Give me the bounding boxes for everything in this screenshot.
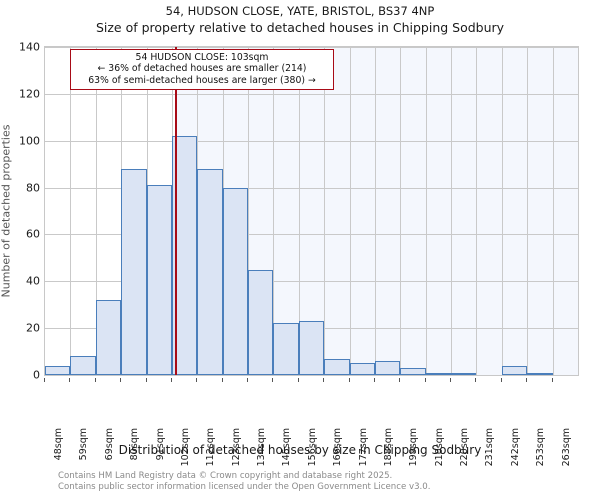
- y-tick-20: 20: [26, 321, 40, 335]
- x-tickmark-156sqm: [298, 378, 299, 382]
- x-tickmark-145sqm: [272, 378, 273, 382]
- gridline-h-140: [45, 47, 578, 48]
- page-title: 54, HUDSON CLOSE, YATE, BRISTOL, BS37 4N…: [165, 4, 435, 18]
- x-tickmark-253sqm: [526, 378, 527, 382]
- x-tickmark-80sqm: [120, 378, 121, 382]
- chart-title-block: 54, HUDSON CLOSE, YATE, BRISTOL, BS37 4N…: [0, 4, 600, 36]
- gridline-v-16: [451, 47, 452, 375]
- x-tickmark-210sqm: [425, 378, 426, 382]
- gridline-v-1: [70, 47, 71, 375]
- footer-line-1: Contains HM Land Registry data © Crown c…: [58, 471, 393, 481]
- x-tickmark-112sqm: [196, 378, 197, 382]
- x-tickmark-48sqm: [44, 378, 45, 382]
- gridline-h-40: [45, 281, 578, 283]
- gridline-v-18: [502, 47, 503, 375]
- gridline-v-19: [527, 47, 528, 375]
- annotation-line-2: ← 36% of detached houses are smaller (21…: [97, 63, 307, 75]
- y-axis-tick-labels: 0 20 40 60 80 100 120 140: [0, 41, 40, 382]
- x-tickmark-91sqm: [146, 378, 147, 382]
- x-tickmark-69sqm: [95, 378, 96, 382]
- gridline-v-11: [324, 47, 325, 375]
- x-tickmark-102sqm: [171, 378, 172, 382]
- bar-91sqm: [146, 185, 172, 375]
- bar-112sqm: [197, 168, 223, 375]
- x-tickmark-166sqm: [323, 378, 324, 382]
- y-tick-80: 80: [26, 181, 40, 195]
- gridline-v-8: [248, 47, 249, 375]
- subject-property-marker-line: [174, 47, 177, 375]
- gridline-v-14: [400, 47, 401, 375]
- gridline-h-120: [45, 93, 578, 95]
- y-tick-120: 120: [19, 87, 40, 101]
- gridline-v-17: [476, 47, 477, 375]
- histogram-bars: [45, 47, 578, 375]
- gridline-v-13: [375, 47, 376, 375]
- x-tickmark-177sqm: [349, 378, 350, 382]
- bar-253sqm: [527, 372, 553, 375]
- gridline-h-60: [45, 234, 578, 236]
- bar-48sqm: [45, 365, 71, 375]
- gridline-v-9: [273, 47, 274, 375]
- bar-156sqm: [298, 321, 325, 375]
- y-tick-60: 60: [26, 227, 40, 241]
- y-tick-0: 0: [33, 368, 40, 382]
- bar-123sqm: [222, 187, 249, 375]
- bar-199sqm: [400, 367, 426, 375]
- bar-220sqm: [451, 372, 477, 375]
- y-tick-140: 140: [19, 40, 40, 54]
- x-tickmark-188sqm: [374, 378, 375, 382]
- gridline-v-20: [553, 47, 554, 375]
- x-axis-tick-labels: 48sqm 59sqm 69sqm 80sqm 91sqm 102sqm 112sqm 123…: [44, 378, 579, 466]
- annotation-line-1: 54 HUDSON CLOSE: 103sqm: [135, 52, 269, 63]
- x-tickmark-263sqm: [552, 378, 553, 382]
- x-tickmark-231sqm: [475, 378, 476, 382]
- bar-242sqm: [501, 365, 528, 375]
- x-tickmark-123sqm: [222, 378, 223, 382]
- y-tick-40: 40: [26, 274, 40, 288]
- x-tickmark-242sqm: [501, 378, 502, 382]
- gridline-h-80: [45, 187, 578, 189]
- plot-area: [44, 46, 579, 376]
- gridline-v-12: [350, 47, 351, 375]
- x-tickmark-220sqm: [450, 378, 451, 382]
- x-tickmark-59sqm: [69, 378, 70, 382]
- gridline-h-100: [45, 140, 578, 142]
- gridline-v-15: [426, 47, 427, 375]
- bar-177sqm: [349, 363, 375, 375]
- chart-subtitle: Size of property relative to detached ho…: [95, 20, 505, 35]
- bar-59sqm: [70, 356, 96, 375]
- footer-line-2: Contains public sector information licen…: [58, 481, 431, 492]
- annotation-line-3: 63% of semi-detached houses are larger (…: [88, 74, 316, 86]
- y-tick-100: 100: [19, 134, 40, 148]
- bar-80sqm: [121, 168, 147, 375]
- bar-210sqm: [425, 372, 452, 375]
- x-tickmark-134sqm: [247, 378, 248, 382]
- bar-69sqm: [95, 300, 122, 375]
- x-axis-title: Distribution of detached houses by size …: [118, 443, 482, 457]
- subject-property-annotation: 54 HUDSON CLOSE: 103sqm ← 36% of detache…: [70, 49, 334, 91]
- gridline-v-10: [299, 47, 300, 375]
- bar-145sqm: [273, 323, 299, 375]
- bar-188sqm: [374, 360, 401, 375]
- bar-134sqm: [248, 269, 274, 375]
- gridline-v-2: [96, 47, 97, 375]
- x-tickmark-199sqm: [399, 378, 400, 382]
- attribution-footer: Contains HM Land Registry data © Crown c…: [58, 471, 588, 492]
- bar-166sqm: [324, 358, 350, 375]
